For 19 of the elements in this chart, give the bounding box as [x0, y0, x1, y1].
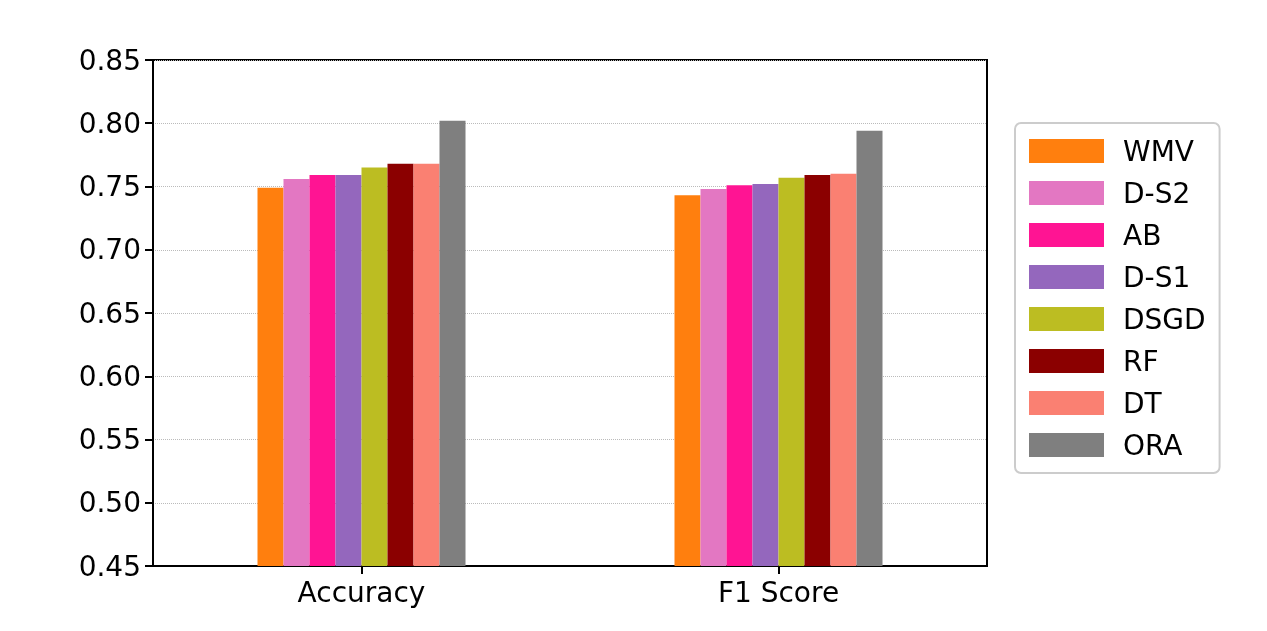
y-tick-label: 0.65 — [78, 296, 141, 330]
y-tick-label: 0.70 — [78, 233, 141, 267]
legend-label: ORA — [1123, 428, 1183, 462]
y-tick-label: 0.80 — [78, 106, 141, 140]
legend-label: D-S2 — [1123, 176, 1191, 210]
y-tick-label: 0.85 — [78, 43, 141, 77]
y-tick-label: 0.55 — [78, 423, 141, 456]
legend-label: AB — [1123, 218, 1162, 252]
legend-label: RF — [1123, 344, 1159, 378]
x-tick-label: Accuracy — [297, 575, 426, 609]
x-tick-label: F1 Score — [717, 575, 840, 609]
legend-label: D-S1 — [1123, 260, 1191, 294]
legend-label: DT — [1123, 386, 1163, 420]
y-tick-label: 0.75 — [78, 170, 141, 203]
legend-label: DSGD — [1123, 302, 1206, 336]
y-tick-label: 0.60 — [78, 359, 141, 393]
legend-label: WMV — [1123, 134, 1194, 168]
y-tick-label: 0.45 — [78, 549, 141, 583]
y-tick-label: 0.50 — [78, 486, 141, 520]
